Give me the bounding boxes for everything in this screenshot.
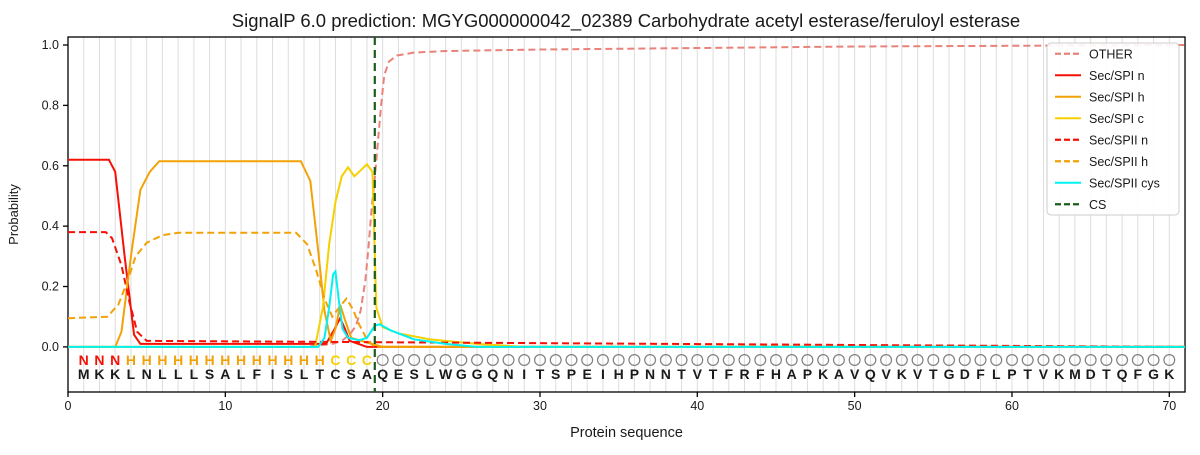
svg-text:W: W [439, 366, 453, 382]
svg-text:V: V [881, 366, 891, 382]
svg-text:0.6: 0.6 [42, 159, 59, 173]
svg-text:OTHER: OTHER [1089, 47, 1133, 61]
svg-text:10: 10 [218, 399, 232, 413]
svg-text:M: M [78, 366, 90, 382]
svg-text:T: T [709, 366, 718, 382]
svg-text:T: T [315, 366, 324, 382]
svg-text:V: V [850, 366, 860, 382]
svg-text:T: T [677, 366, 686, 382]
svg-text:I: I [601, 366, 605, 382]
svg-text:CS: CS [1089, 198, 1106, 212]
svg-text:F: F [976, 366, 985, 382]
svg-text:N: N [503, 366, 513, 382]
svg-text:G: G [456, 366, 467, 382]
svg-text:0.2: 0.2 [42, 280, 59, 294]
svg-text:F: F [1134, 366, 1143, 382]
svg-text:L: L [992, 366, 1001, 382]
svg-text:D: D [1086, 366, 1096, 382]
svg-text:Q: Q [865, 366, 876, 382]
svg-text:T: T [929, 366, 938, 382]
svg-text:0.0: 0.0 [42, 340, 59, 354]
svg-text:L: L [300, 366, 309, 382]
svg-text:0.4: 0.4 [42, 219, 59, 233]
svg-text:P: P [567, 366, 576, 382]
svg-text:D: D [960, 366, 970, 382]
svg-text:S: S [551, 366, 560, 382]
svg-text:M: M [1069, 366, 1081, 382]
svg-text:S: S [284, 366, 293, 382]
svg-text:Sec/SPI n: Sec/SPI n [1089, 69, 1145, 83]
svg-text:K: K [94, 366, 104, 382]
svg-text:T: T [1023, 366, 1032, 382]
svg-text:L: L [237, 366, 246, 382]
svg-text:T: T [1102, 366, 1111, 382]
svg-text:Probability: Probability [6, 184, 21, 245]
svg-text:P: P [630, 366, 639, 382]
svg-text:R: R [739, 366, 749, 382]
svg-text:0.8: 0.8 [42, 98, 59, 112]
svg-text:E: E [583, 366, 592, 382]
svg-text:Q: Q [1117, 366, 1128, 382]
svg-text:Sec/SPII cys: Sec/SPII cys [1089, 176, 1160, 190]
svg-text:0: 0 [65, 399, 72, 413]
svg-text:P: P [1007, 366, 1016, 382]
svg-text:1.0: 1.0 [42, 38, 59, 52]
svg-text:F: F [756, 366, 765, 382]
svg-text:S: S [409, 366, 418, 382]
svg-text:Sec/SPII n: Sec/SPII n [1089, 133, 1148, 147]
svg-text:V: V [1039, 366, 1049, 382]
svg-text:L: L [127, 366, 136, 382]
svg-text:A: A [834, 366, 844, 382]
svg-text:Sec/SPI c: Sec/SPI c [1089, 112, 1144, 126]
svg-text:N: N [661, 366, 671, 382]
svg-text:60: 60 [1005, 399, 1019, 413]
svg-text:K: K [1164, 366, 1174, 382]
svg-text:K: K [1054, 366, 1064, 382]
svg-text:I: I [522, 366, 526, 382]
svg-text:H: H [614, 366, 624, 382]
svg-text:L: L [174, 366, 183, 382]
svg-text:S: S [347, 366, 356, 382]
svg-text:S: S [205, 366, 214, 382]
svg-text:I: I [271, 366, 275, 382]
svg-text:40: 40 [690, 399, 704, 413]
svg-text:F: F [253, 366, 262, 382]
svg-text:Protein sequence: Protein sequence [570, 425, 683, 441]
svg-text:50: 50 [848, 399, 862, 413]
svg-text:A: A [787, 366, 797, 382]
svg-text:N: N [645, 366, 655, 382]
svg-text:E: E [394, 366, 403, 382]
svg-text:70: 70 [1162, 399, 1176, 413]
svg-text:30: 30 [533, 399, 547, 413]
svg-text:K: K [110, 366, 120, 382]
svg-text:K: K [897, 366, 907, 382]
svg-text:K: K [818, 366, 828, 382]
svg-text:Q: Q [487, 366, 498, 382]
svg-text:Sec/SPI h: Sec/SPI h [1089, 90, 1145, 104]
svg-text:A: A [220, 366, 230, 382]
svg-text:G: G [472, 366, 483, 382]
svg-text:T: T [536, 366, 545, 382]
svg-text:V: V [913, 366, 923, 382]
svg-text:G: G [944, 366, 955, 382]
svg-text:A: A [362, 366, 372, 382]
svg-text:H: H [771, 366, 781, 382]
svg-text:Q: Q [377, 366, 388, 382]
svg-text:V: V [693, 366, 703, 382]
svg-text:C: C [330, 366, 340, 382]
svg-text:20: 20 [376, 399, 390, 413]
svg-text:L: L [190, 366, 199, 382]
svg-text:N: N [142, 366, 152, 382]
svg-text:Sec/SPII h: Sec/SPII h [1089, 155, 1148, 169]
svg-text:G: G [1148, 366, 1159, 382]
svg-text:P: P [803, 366, 812, 382]
svg-text:F: F [724, 366, 733, 382]
svg-text:L: L [426, 366, 435, 382]
svg-text:L: L [158, 366, 167, 382]
